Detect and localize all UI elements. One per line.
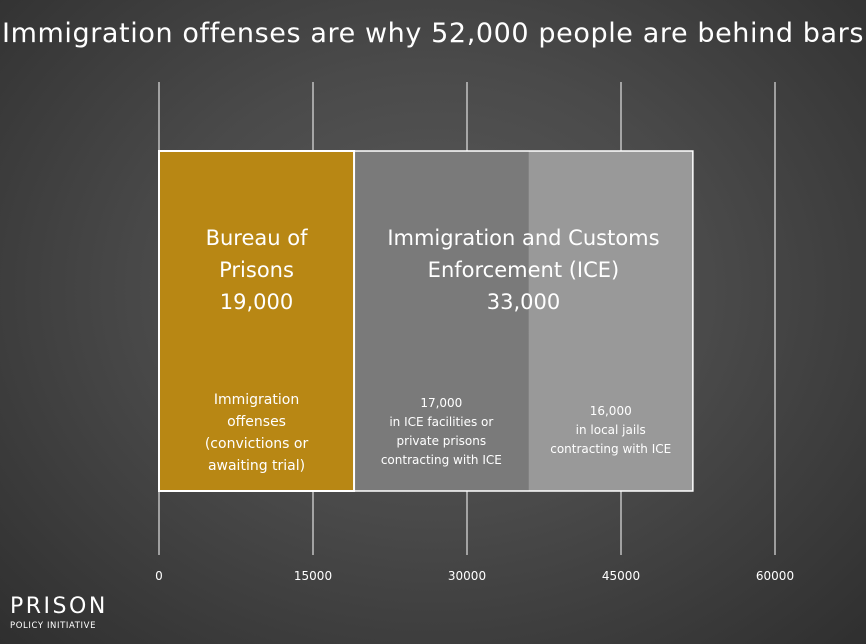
segment-detail-label: contracting with ICE	[550, 442, 671, 456]
segment-detail-label: in local jails	[576, 423, 646, 437]
x-tick-label: 45000	[602, 569, 640, 583]
bar-segment-ice	[528, 151, 693, 491]
segment-detail-label: Immigration	[214, 392, 299, 408]
segment-detail-label: 17,000	[420, 396, 462, 410]
segment-detail-label: private prisons	[397, 434, 487, 448]
bar-segment-ice	[354, 151, 529, 491]
group-label-ice: Enforcement (ICE)	[428, 258, 620, 282]
bar-segment-bop	[159, 151, 355, 491]
segment-detail-label: 16,000	[590, 404, 632, 418]
x-tick-label: 60000	[756, 569, 794, 583]
segment-detail-label: awaiting trial)	[208, 458, 305, 474]
prison-policy-initiative-logo: PRISON POLICY INITIATIVE	[10, 594, 108, 632]
group-label-bop: 19,000	[220, 290, 293, 314]
group-label-ice: Immigration and Customs	[387, 226, 659, 250]
segment-detail-label: offenses	[227, 414, 286, 430]
segment-detail-label: (convictions or	[205, 436, 309, 452]
x-tick-label: 0	[155, 569, 163, 583]
x-tick-label: 30000	[448, 569, 486, 583]
bar-labels: Immigration offenses (convictions or awaiti…	[205, 226, 671, 474]
page-title: Immigration offenses are why 52,000 peop…	[2, 18, 864, 49]
x-axis-ticks: 0 15000 30000 45000 60000	[155, 569, 794, 583]
bar-segments	[158, 150, 694, 492]
group-label-bop: Bureau of	[206, 226, 309, 250]
group-label-ice: 33,000	[487, 290, 560, 314]
logo-line-2: POLICY INITIATIVE	[10, 621, 97, 631]
ice-outline	[353, 150, 694, 492]
segment-detail-label: contracting with ICE	[381, 453, 502, 467]
logo-line-1: PRISON	[10, 594, 108, 619]
x-tick-label: 15000	[294, 569, 332, 583]
segment-detail-label: in ICE facilities or	[389, 415, 493, 429]
group-label-bop: Prisons	[219, 258, 294, 282]
